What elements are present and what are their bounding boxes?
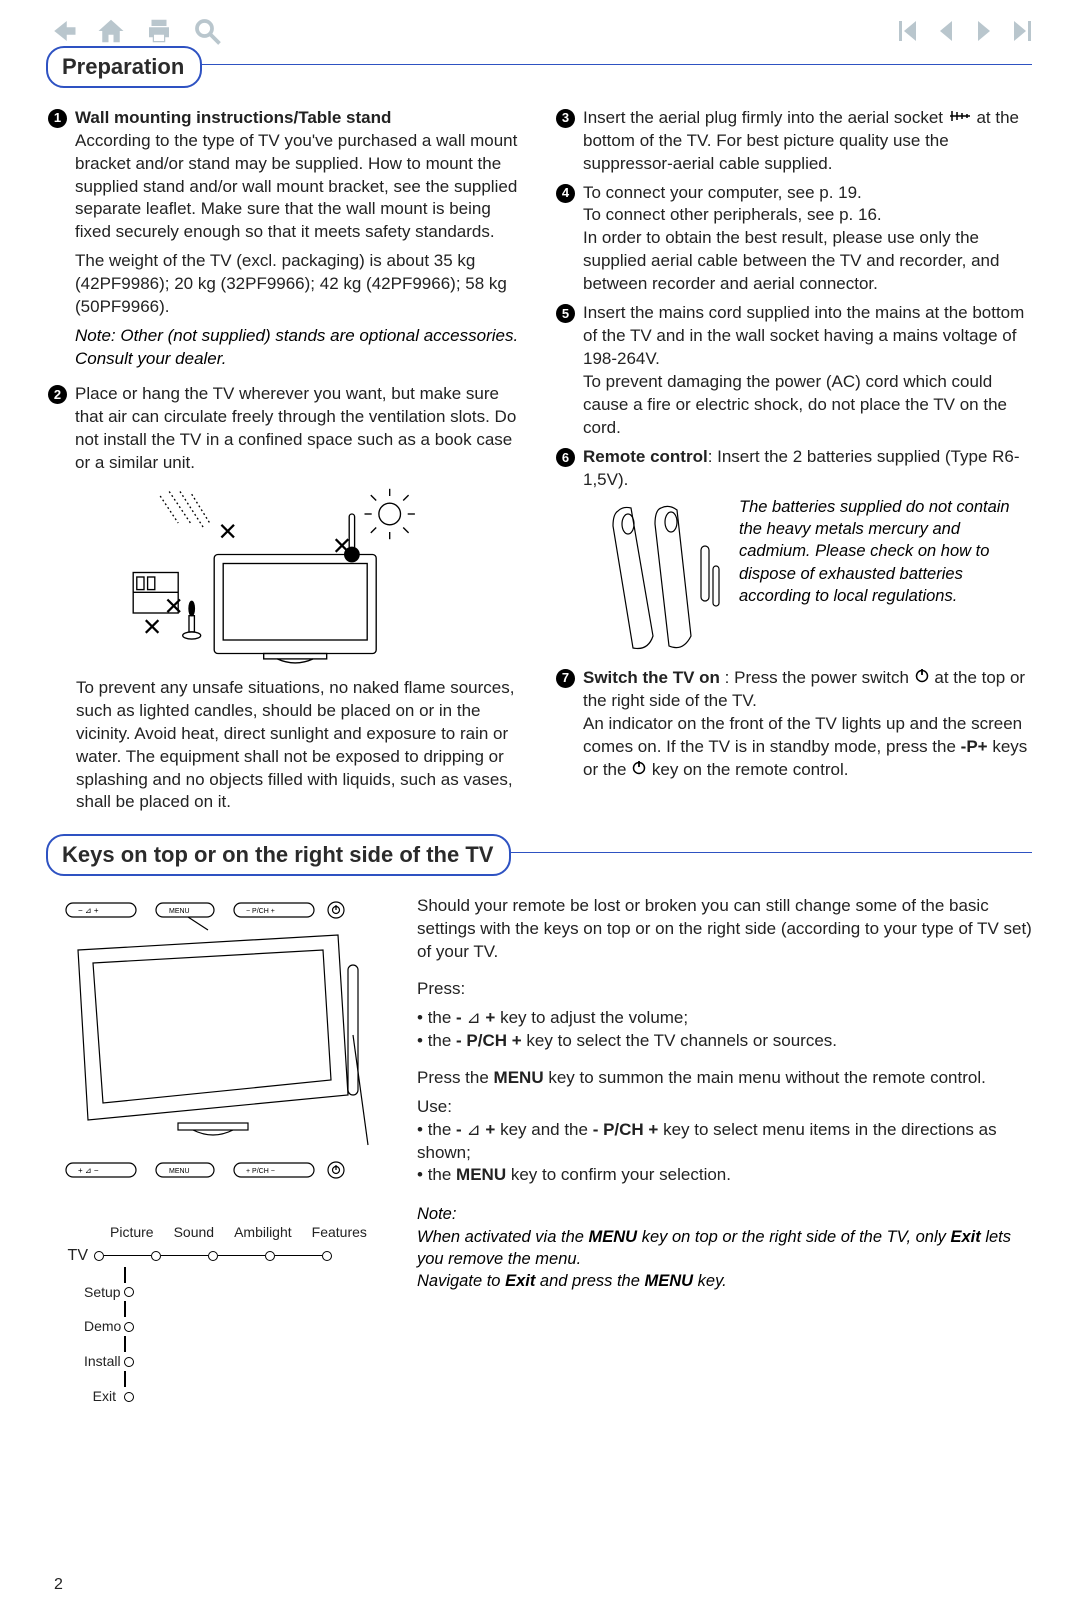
prev-page-icon[interactable] <box>936 18 956 51</box>
item4-l2: To connect other peripherals, see p. 16. <box>583 204 1032 227</box>
item2-p1: Place or hang the TV wherever you want, … <box>75 383 524 475</box>
item1-p2: The weight of the TV (excl. packaging) i… <box>75 250 524 319</box>
bullet-2: 2 <box>48 385 67 404</box>
tree-h-0: Picture <box>110 1223 154 1242</box>
tree-horizontal: TV <box>54 1245 393 1267</box>
keys-col-right: Should your remote be lost or broken you… <box>417 895 1032 1406</box>
tree-v-1: Demo <box>84 1317 116 1336</box>
preparation-col-left: 1 Wall mounting instructions/Table stand… <box>48 107 524 821</box>
prep-item-2: 2 Place or hang the TV wherever you want… <box>48 383 524 481</box>
tv-keys-diagram: − ⊿ + MENU − P/CH + + ⊿ − MENU <box>48 895 393 1215</box>
item7-f: key on the remote control. <box>647 760 848 779</box>
press-list: the - ⊿ + key to adjust the volume; the … <box>417 1007 1032 1053</box>
bullet-7: 7 <box>556 669 575 688</box>
first-page-icon[interactable] <box>898 18 918 51</box>
prep-item-5: 5 Insert the mains cord supplied into th… <box>556 302 1032 440</box>
svg-text:MENU: MENU <box>169 1168 190 1175</box>
tree-v-3: Exit <box>84 1387 116 1406</box>
power-icon-2 <box>631 759 647 782</box>
item4-l1: To connect your computer, see p. 19. <box>583 182 1032 205</box>
preparation-section-header: Preparation <box>48 64 1032 107</box>
prep-item-3: 3 Insert the aerial plug firmly into the… <box>556 107 1032 176</box>
press-label: Press: <box>417 978 1032 1001</box>
menu-tree: Picture Sound Ambilight Features TV Setu… <box>54 1223 393 1406</box>
item1-note: Note: Other (not supplied) stands are op… <box>75 325 524 371</box>
preparation-columns: 1 Wall mounting instructions/Table stand… <box>48 107 1032 821</box>
item6-label: Remote control <box>583 447 708 466</box>
prep-item-4: 4 To connect your computer, see p. 19. T… <box>556 182 1032 297</box>
item7-d: -P+ <box>961 737 988 756</box>
item1-heading: Wall mounting instructions/Table stand <box>75 108 391 127</box>
toolbar-right <box>898 18 1032 51</box>
preparation-col-right: 3 Insert the aerial plug firmly into the… <box>556 107 1032 821</box>
bullet-1: 1 <box>48 109 67 128</box>
svg-text:MENU: MENU <box>169 908 190 915</box>
tree-v-0: Setup <box>84 1283 116 1302</box>
keys-intro: Should your remote be lost or broken you… <box>417 895 1032 964</box>
menu-p: Press the MENU key to summon the main me… <box>417 1067 1032 1090</box>
item4-l3: In order to obtain the best result, plea… <box>583 227 1032 296</box>
bullet-4: 4 <box>556 184 575 203</box>
bullet-3: 3 <box>556 109 575 128</box>
use-label: Use: <box>417 1096 1032 1119</box>
item2-p2: To prevent any unsafe situations, no nak… <box>76 677 524 815</box>
svg-text:− ⊿ +: − ⊿ + <box>78 906 99 915</box>
item7-a: : Press the power switch <box>725 668 914 687</box>
item3-a: Insert the aerial plug firmly into the a… <box>583 108 948 127</box>
remote-illustration <box>583 496 733 661</box>
item1-p1: According to the type of TV you've purch… <box>75 130 524 245</box>
bullet-6: 6 <box>556 448 575 467</box>
svg-text:+ P/CH −: + P/CH − <box>246 1168 275 1175</box>
last-page-icon[interactable] <box>1012 18 1032 51</box>
item7-c: An indicator on the front of the TV ligh… <box>583 714 1022 756</box>
prep-item-7: 7 Switch the TV on : Press the power swi… <box>556 667 1032 782</box>
power-icon <box>914 667 930 690</box>
next-page-icon[interactable] <box>974 18 994 51</box>
prep-item-1: 1 Wall mounting instructions/Table stand… <box>48 107 524 377</box>
keys-section-header: Keys on top or on the right side of the … <box>48 852 1032 895</box>
use-list: the - ⊿ + key and the - P/CH + key to se… <box>417 1119 1032 1188</box>
tree-h-2: Ambilight <box>234 1223 292 1242</box>
prep-item-6: 6 Remote control: Insert the 2 batteries… <box>556 446 1032 661</box>
vol-tri-icon: ⊿ <box>466 1008 480 1027</box>
keys-note: Note: When activated via the MENU key on… <box>417 1203 1032 1292</box>
tree-vertical: Setup Demo Install Exit <box>84 1267 393 1407</box>
vol-tri-icon-2: ⊿ <box>466 1120 480 1139</box>
item5-p1: Insert the mains cord supplied into the … <box>583 302 1032 371</box>
item5-p2: To prevent damaging the power (AC) cord … <box>583 371 1032 440</box>
keys-title: Keys on top or on the right side of the … <box>46 834 511 876</box>
pdf-toolbar <box>48 14 1032 54</box>
keys-columns: − ⊿ + MENU − P/CH + + ⊿ − MENU <box>48 895 1032 1406</box>
page-number: 2 <box>54 1574 63 1596</box>
tree-h-1: Sound <box>174 1223 214 1242</box>
svg-text:− P/CH +: − P/CH + <box>246 908 275 915</box>
tv-ventilation-illustration <box>72 487 500 667</box>
svg-text:+ ⊿ −: + ⊿ − <box>78 1166 99 1175</box>
aerial-icon <box>948 107 972 130</box>
tree-h-3: Features <box>312 1223 367 1242</box>
tree-v-2: Install <box>84 1352 116 1371</box>
keys-col-left: − ⊿ + MENU − P/CH + + ⊿ − MENU <box>48 895 393 1406</box>
bullet-5: 5 <box>556 304 575 323</box>
item7-label: Switch the TV on <box>583 668 725 687</box>
search-icon[interactable] <box>192 16 222 53</box>
tree-root: TV <box>54 1245 88 1267</box>
preparation-title: Preparation <box>46 46 202 88</box>
